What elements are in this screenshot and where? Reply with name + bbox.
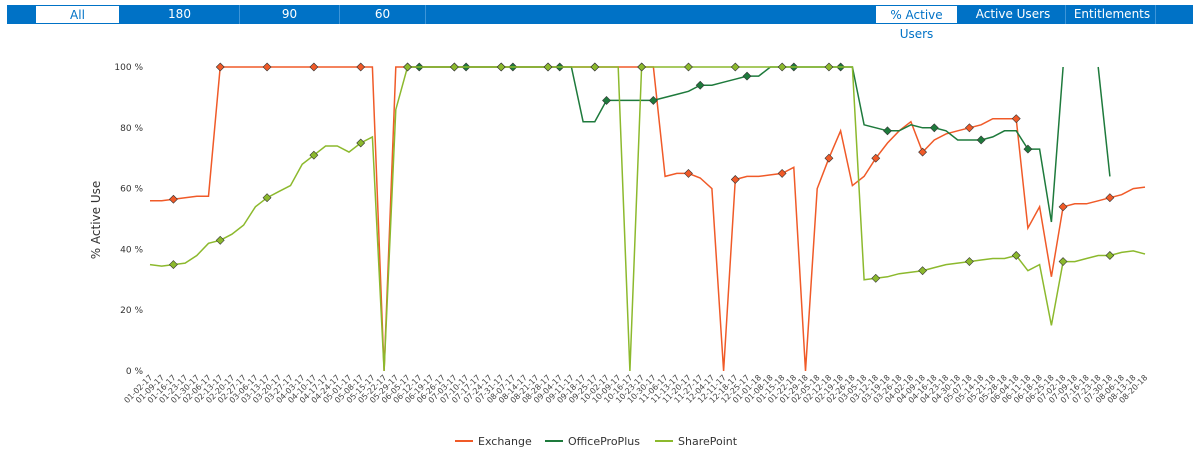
marker bbox=[496, 62, 506, 72]
marker bbox=[590, 62, 600, 72]
marker bbox=[648, 96, 658, 105]
tab[interactable]: Entitlements bbox=[1069, 5, 1156, 24]
series-line bbox=[1097, 66, 1111, 177]
marker bbox=[976, 135, 986, 145]
marker bbox=[883, 126, 892, 136]
marker bbox=[449, 62, 459, 72]
marker bbox=[262, 193, 272, 203]
tab[interactable]: Active Users bbox=[961, 5, 1066, 24]
marker bbox=[964, 257, 974, 266]
marker bbox=[356, 62, 366, 72]
marker bbox=[215, 235, 225, 245]
marker bbox=[918, 266, 928, 276]
y-axis-label: % Active Use bbox=[89, 181, 103, 260]
marker bbox=[695, 80, 705, 90]
marker bbox=[684, 168, 693, 178]
tab[interactable]: % Active Users bbox=[875, 5, 958, 41]
y-tick-label: 100 % bbox=[114, 63, 143, 73]
marker bbox=[1105, 251, 1115, 260]
y-tick-label: 0 % bbox=[126, 367, 144, 377]
marker bbox=[1011, 114, 1021, 124]
tab-bar: All 180 90 60 % Active Users Active Users Enti… bbox=[7, 5, 1193, 41]
y-tick-label: 40 % bbox=[120, 245, 143, 255]
marker bbox=[730, 62, 740, 72]
marker bbox=[215, 62, 225, 72]
marker bbox=[602, 96, 611, 105]
marker bbox=[262, 62, 272, 72]
marker bbox=[730, 175, 740, 184]
tab[interactable]: 90 bbox=[240, 5, 340, 24]
legend-label: SharePoint bbox=[678, 435, 738, 448]
series-line bbox=[407, 66, 1064, 223]
marker bbox=[403, 62, 412, 72]
y-tick-label: 80 % bbox=[120, 124, 143, 134]
marker bbox=[871, 153, 881, 163]
marker bbox=[777, 168, 787, 178]
marker bbox=[543, 62, 553, 72]
marker bbox=[929, 123, 939, 133]
marker bbox=[168, 260, 178, 270]
tab[interactable]: All bbox=[35, 5, 120, 24]
marker bbox=[918, 147, 928, 157]
marker bbox=[1105, 193, 1115, 203]
tab[interactable]: 180 bbox=[120, 5, 240, 24]
marker bbox=[168, 194, 178, 204]
marker bbox=[1058, 257, 1068, 266]
marker bbox=[684, 62, 693, 72]
marker bbox=[964, 123, 974, 133]
marker bbox=[309, 62, 319, 72]
marker bbox=[824, 153, 834, 163]
series-line bbox=[150, 66, 1146, 372]
legend-label: OfficeProPlus bbox=[568, 435, 640, 448]
marker bbox=[824, 62, 834, 72]
marker bbox=[1011, 251, 1021, 260]
marker bbox=[777, 62, 787, 72]
y-tick-label: 60 % bbox=[120, 185, 143, 195]
marker bbox=[871, 273, 881, 283]
marker bbox=[309, 150, 319, 160]
marker bbox=[1058, 202, 1068, 212]
marker bbox=[356, 138, 366, 148]
marker bbox=[637, 62, 647, 72]
tab[interactable]: 60 bbox=[340, 5, 426, 24]
marker bbox=[1023, 144, 1033, 154]
y-tick-label: 20 % bbox=[120, 306, 143, 316]
series-line bbox=[149, 66, 1146, 372]
legend-label: Exchange bbox=[478, 435, 532, 448]
marker bbox=[742, 71, 752, 81]
